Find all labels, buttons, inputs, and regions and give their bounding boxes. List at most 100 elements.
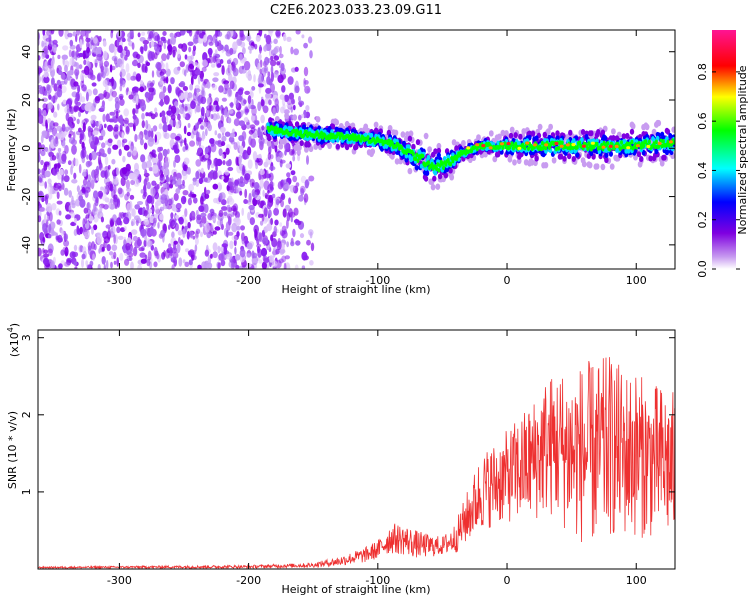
signal-blob	[359, 138, 363, 143]
noise-blob	[217, 262, 221, 269]
noise-blob	[129, 145, 134, 155]
noise-blob	[160, 36, 166, 42]
noise-blob	[226, 88, 233, 98]
noise-blob	[140, 228, 147, 237]
noise-blob	[170, 132, 177, 140]
signal-blob	[268, 117, 273, 124]
noise-blob	[209, 102, 212, 113]
signal-blob	[603, 135, 608, 141]
noise-blob	[109, 203, 116, 210]
noise-blob	[107, 138, 113, 144]
noise-blob	[184, 113, 191, 121]
noise-blob	[110, 30, 114, 39]
noise-blob	[96, 73, 101, 82]
noise-blob	[76, 185, 80, 193]
signal-blob	[415, 152, 419, 158]
noise-blob	[224, 253, 231, 260]
noise-blob	[245, 108, 250, 113]
signal-blob	[273, 129, 277, 134]
noise-blob	[62, 99, 67, 105]
noise-blob	[130, 75, 137, 81]
signal-blob	[294, 121, 300, 128]
signal-blob	[267, 135, 272, 142]
signal-blob	[387, 125, 393, 132]
noise-blob	[192, 127, 198, 136]
noise-blob	[134, 204, 140, 210]
signal-blob	[393, 129, 399, 136]
noise-blob	[204, 193, 210, 199]
signal-blob	[442, 156, 447, 162]
noise-blob	[222, 160, 226, 166]
noise-blob	[67, 32, 73, 38]
signal-blob	[560, 140, 564, 146]
noise-blob	[160, 72, 164, 80]
noise-blob	[213, 157, 219, 167]
signal-blob	[334, 119, 339, 126]
noise-blob	[262, 105, 269, 114]
noise-blob	[133, 116, 139, 127]
noise-blob	[281, 255, 287, 263]
noise-blob	[91, 226, 94, 235]
signal-blob	[608, 146, 612, 152]
noise-blob	[259, 68, 262, 74]
noise-blob	[116, 217, 122, 226]
noise-blob	[221, 153, 225, 160]
signal-blob	[517, 141, 521, 147]
noise-blob	[157, 222, 160, 229]
noise-blob	[104, 169, 108, 180]
noise-blob	[257, 246, 260, 254]
noise-blob	[135, 95, 139, 106]
noise-blob	[204, 147, 208, 156]
noise-blob	[103, 263, 106, 269]
noise-blob	[64, 126, 70, 132]
noise-blob	[171, 264, 175, 269]
noise-blob	[64, 30, 70, 40]
signal-core	[544, 143, 549, 147]
noise-blob	[276, 240, 282, 251]
signal-blob	[651, 128, 657, 136]
noise-blob	[291, 99, 295, 105]
noise-blob	[63, 233, 69, 241]
noise-blob	[273, 38, 278, 45]
noise-blob	[92, 130, 99, 136]
noise-blob	[198, 138, 202, 147]
noise-blob	[204, 222, 211, 233]
noise-blob	[239, 248, 246, 258]
noise-blob	[86, 41, 90, 49]
noise-blob	[183, 164, 188, 172]
noise-blob	[38, 247, 42, 257]
noise-blob	[252, 132, 257, 139]
noise-blob	[118, 148, 122, 156]
noise-blob	[144, 169, 148, 176]
noise-blob	[101, 246, 105, 252]
noise-blob	[147, 112, 153, 117]
noise-blob	[97, 120, 102, 130]
colorbar: 0.0 0.2 0.4 0.6 0.8 Normalized spectral ampl…	[696, 30, 749, 278]
y-tick-label: -20	[20, 188, 33, 206]
signal-blob	[589, 130, 594, 137]
noise-blob	[259, 169, 265, 176]
noise-blob	[104, 197, 110, 203]
signal-blob	[621, 133, 626, 140]
noise-blob	[174, 32, 177, 39]
noise-blob	[196, 214, 202, 221]
noise-blob	[300, 185, 306, 194]
noise-blob	[213, 197, 218, 204]
noise-blob	[239, 53, 243, 61]
signal-blob	[530, 130, 536, 137]
noise-blob	[267, 244, 270, 250]
noise-blob	[273, 225, 277, 235]
signal-blob	[580, 129, 586, 135]
signal-blob	[510, 141, 514, 146]
noise-blob	[267, 71, 271, 78]
noise-blob	[44, 161, 50, 167]
signal-blob	[483, 151, 488, 158]
signal-blob	[620, 140, 623, 145]
noise-blob	[136, 201, 144, 205]
noise-blob	[109, 111, 116, 116]
noise-blob	[306, 155, 309, 165]
noise-blob	[82, 122, 86, 133]
signal-core	[646, 144, 651, 149]
noise-blob	[272, 107, 276, 117]
signal-blob	[639, 156, 644, 162]
